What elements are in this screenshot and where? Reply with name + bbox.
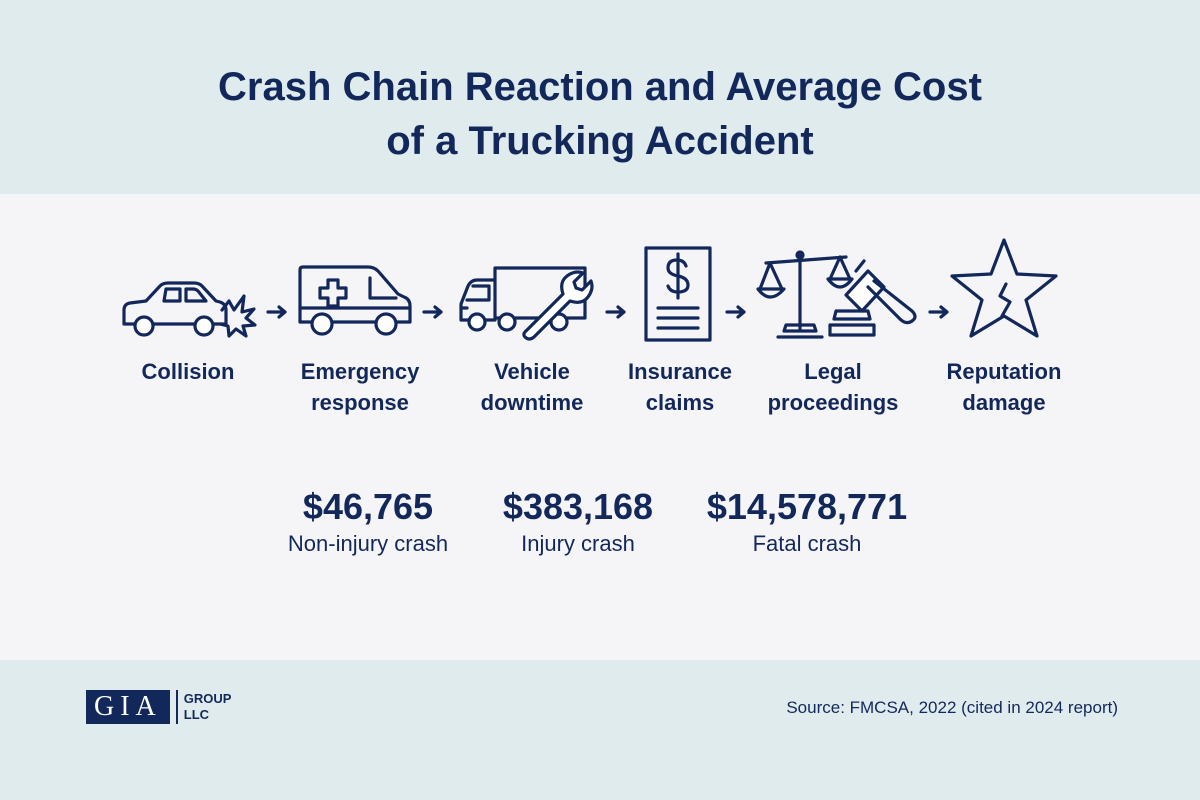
logo-sub-line-2: LLC — [183, 707, 210, 722]
header-band: Crash Chain Reaction and Average Cost of… — [0, 0, 1200, 194]
cost-non-injury: $46,765 Non-injury crash — [248, 485, 488, 559]
step-label-insurance-claims: Insurance claims — [600, 356, 760, 418]
step-label-line: claims — [645, 390, 715, 415]
logo-divider — [175, 690, 178, 724]
step-label-emergency-response: Emergency response — [280, 356, 440, 418]
title-line-2: of a Trucking Accident — [386, 119, 814, 163]
step-label-line: downtime — [480, 390, 584, 415]
cost-value: $46,765 — [302, 486, 434, 527]
chain-section: Collision Emergency response — [0, 194, 1200, 660]
arrow-right-icon — [928, 305, 949, 319]
title-line-1: Crash Chain Reaction and Average Cost — [218, 65, 982, 109]
source-note: Source: FMCSA, 2022 (cited in 2024 repor… — [786, 698, 1118, 717]
step-label-line: Vehicle — [494, 359, 570, 384]
arrow-right-icon — [266, 305, 287, 319]
gia-group-logo: GIA GROUP LLC — [86, 690, 231, 724]
logo-subtext: GROUP LLC — [184, 691, 232, 723]
step-label-line: Emergency — [300, 359, 420, 384]
cost-value: $14,578,771 — [706, 486, 908, 527]
broken-star-icon — [950, 238, 1058, 338]
cost-label: Fatal crash — [752, 531, 862, 556]
page-title: Crash Chain Reaction and Average Cost of… — [0, 60, 1200, 168]
step-label-reputation-damage: Reputation damage — [924, 356, 1084, 418]
car-crash-icon — [122, 281, 257, 338]
step-label-line: Collision — [141, 359, 235, 384]
arrow-right-icon — [605, 305, 626, 319]
cost-label: Non-injury crash — [287, 531, 449, 556]
logo-mark: GIA — [86, 690, 170, 724]
footer-band: GIA GROUP LLC Source: FMCSA, 2022 (cited… — [0, 660, 1200, 800]
step-label-line: Insurance — [628, 359, 732, 384]
truck-wrench-icon — [459, 266, 594, 341]
dollar-document-icon — [644, 246, 712, 342]
arrow-right-icon — [422, 305, 443, 319]
step-label-line: Reputation — [946, 359, 1062, 384]
cost-value: $383,168 — [502, 486, 654, 527]
cost-label: Injury crash — [521, 531, 635, 556]
step-label-line: Legal — [804, 359, 862, 384]
cost-fatal: $14,578,771 Fatal crash — [687, 485, 927, 559]
step-label-line: response — [311, 390, 409, 415]
logo-sub-line-1: GROUP — [183, 691, 232, 706]
step-label-line: proceedings — [767, 390, 899, 415]
step-label-vehicle-downtime: Vehicle downtime — [452, 356, 612, 418]
step-label-legal-proceedings: Legal proceedings — [753, 356, 913, 418]
step-label-collision: Collision — [108, 356, 268, 387]
ambulance-icon — [298, 265, 412, 336]
arrow-right-icon — [725, 305, 746, 319]
step-label-line: damage — [962, 390, 1046, 415]
cost-injury: $383,168 Injury crash — [458, 485, 698, 559]
scales-gavel-icon — [756, 250, 917, 339]
